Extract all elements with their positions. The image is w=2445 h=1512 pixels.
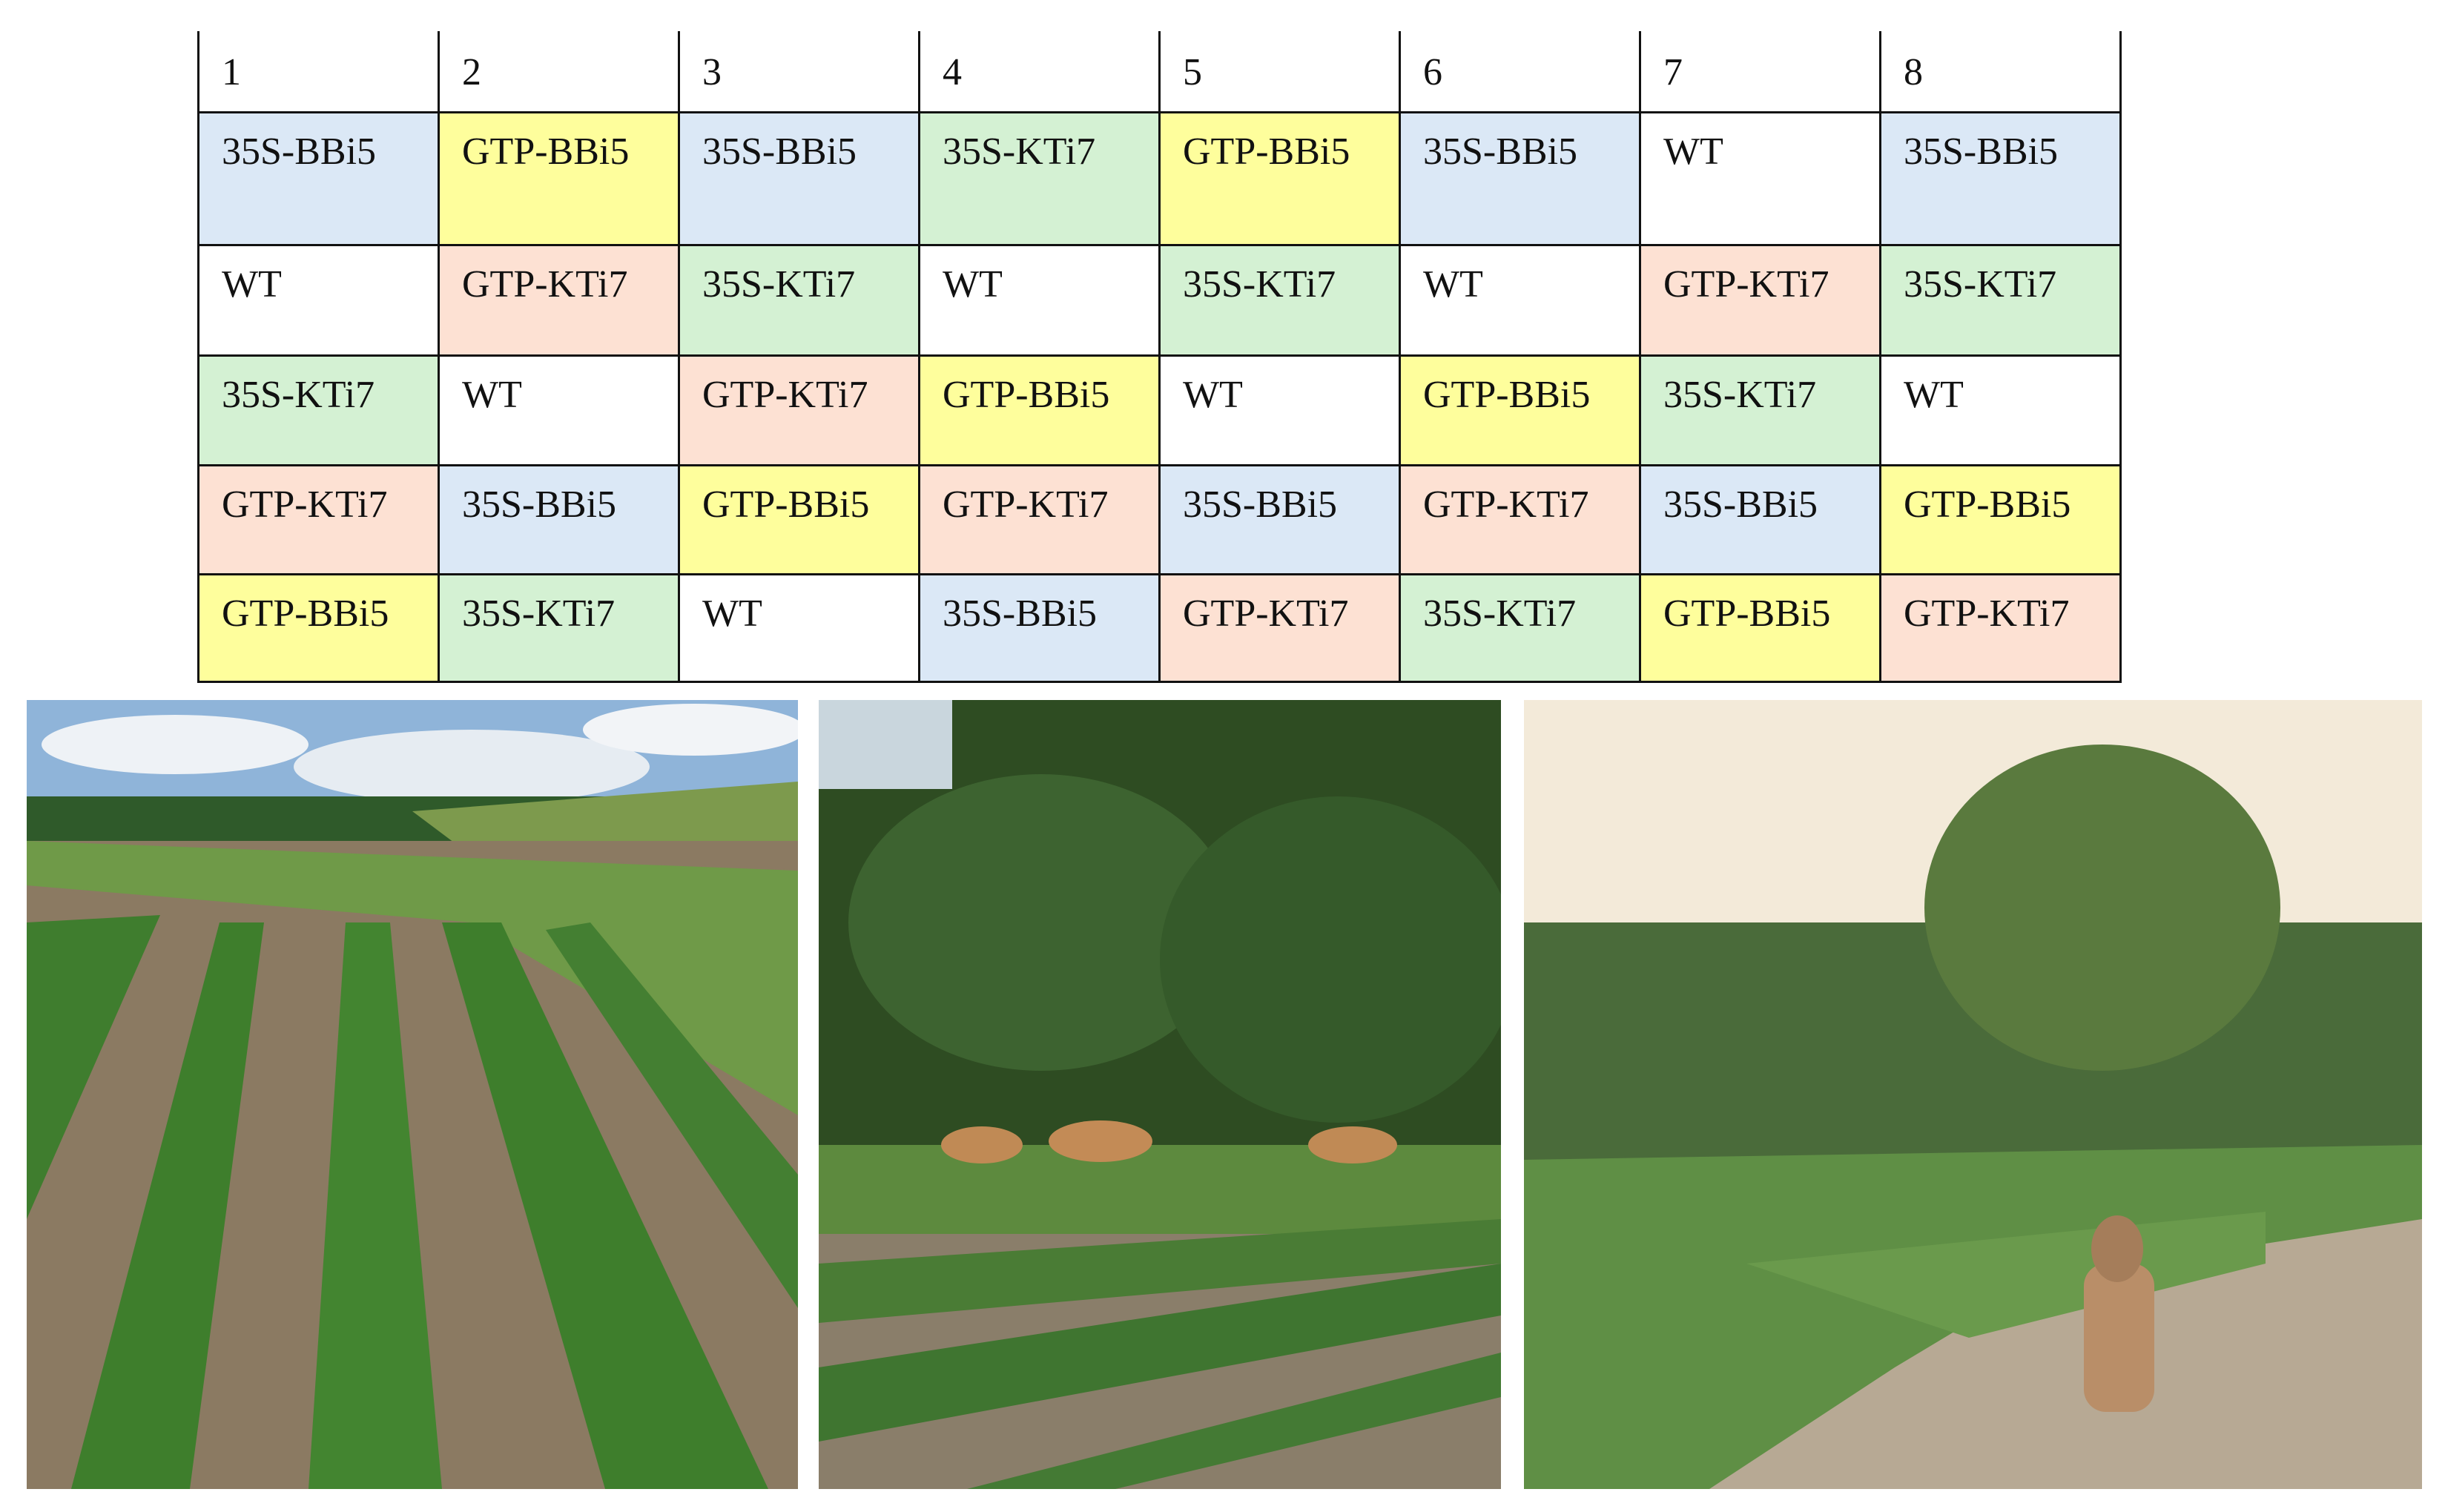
- plot-cell: 35S-KTi7: [1879, 243, 2122, 357]
- plot-cell: GTP-KTi7: [1639, 243, 1881, 357]
- plot-cell: GTP-BBi5: [918, 354, 1161, 466]
- plot-cell: GTP-BBi5: [1399, 354, 1641, 466]
- plot-cell: 35S-BBi5: [1399, 110, 1641, 246]
- plot-cell: GTP-KTi7: [1879, 572, 2122, 683]
- plot-cell: WT: [1158, 354, 1401, 466]
- plot-cell: WT: [438, 354, 680, 466]
- plot-cell: 35S-KTi7: [918, 110, 1161, 246]
- plot-cell: 35S-BBi5: [438, 463, 680, 575]
- column-header: 4: [918, 31, 1161, 113]
- plot-cell: WT: [678, 572, 920, 683]
- plot-cell: GTP-BBi5: [438, 110, 680, 246]
- plot-cell: 35S-BBi5: [1879, 110, 2122, 246]
- plot-cell: 35S-KTi7: [1639, 354, 1881, 466]
- plot-cell: 35S-KTi7: [197, 354, 440, 466]
- column-header: 6: [1399, 31, 1641, 113]
- photo-soybean-field: [27, 700, 798, 1489]
- plot-cell: 35S-BBi5: [678, 110, 920, 246]
- plot-cell: GTP-BBi5: [1639, 572, 1881, 683]
- table-row: WT GTP-KTi7 35S-KTi7 WT 35S-KTi7 WT GTP-KTi7 35…: [197, 243, 2122, 357]
- plot-cell: GTP-KTi7: [1158, 572, 1401, 683]
- plot-cell: 35S-BBi5: [197, 110, 440, 246]
- column-header: 3: [678, 31, 920, 113]
- table-row: GTP-KTi7 35S-BBi5 GTP-BBi5 GTP-KTi7 35S-BBi5…: [197, 463, 2122, 575]
- plot-cell: 35S-BBi5: [1158, 463, 1401, 575]
- photo-deer-field: [819, 700, 1501, 1489]
- plot-cell: 35S-BBi5: [1639, 463, 1881, 575]
- photo-buck-field: [1524, 700, 2422, 1489]
- column-header: 8: [1879, 31, 2122, 113]
- column-header: 7: [1639, 31, 1881, 113]
- plot-cell: GTP-KTi7: [438, 243, 680, 357]
- plot-cell: 35S-BBi5: [918, 572, 1161, 683]
- plot-cell: GTP-KTi7: [197, 463, 440, 575]
- plot-cell: 35S-KTi7: [678, 243, 920, 357]
- plot-cell: 35S-KTi7: [1399, 572, 1641, 683]
- plot-cell: GTP-BBi5: [197, 572, 440, 683]
- table-row: 35S-BBi5 GTP-BBi5 35S-BBi5 35S-KTi7 GTP-BBi5…: [197, 110, 2122, 246]
- plot-cell: GTP-KTi7: [1399, 463, 1641, 575]
- plot-cell: GTP-KTi7: [918, 463, 1161, 575]
- table-row: 35S-KTi7 WT GTP-KTi7 GTP-BBi5 WT GTP-BBi5 35S-…: [197, 354, 2122, 466]
- table-row: GTP-BBi5 35S-KTi7 WT 35S-BBi5 GTP-KTi7 35S-KT…: [197, 572, 2122, 683]
- plot-cell: GTP-BBi5: [678, 463, 920, 575]
- plot-cell: WT: [1639, 110, 1881, 246]
- plot-layout-table: 1 2 3 4 5 6 7 8 35S-BBi5 GTP-BBi5 35S-BBi5 35S-KTi7…: [197, 31, 2122, 683]
- plot-cell: GTP-KTi7: [678, 354, 920, 466]
- column-header: 2: [438, 31, 680, 113]
- plot-cell: 35S-KTi7: [438, 572, 680, 683]
- column-header: 1: [197, 31, 440, 113]
- plot-cell: WT: [918, 243, 1161, 357]
- column-header: 5: [1158, 31, 1401, 113]
- plot-cell: GTP-BBi5: [1879, 463, 2122, 575]
- plot-cell: WT: [197, 243, 440, 357]
- plot-cell: GTP-BBi5: [1158, 110, 1401, 246]
- plot-cell: WT: [1879, 354, 2122, 466]
- plot-cell: 35S-KTi7: [1158, 243, 1401, 357]
- plot-cell: WT: [1399, 243, 1641, 357]
